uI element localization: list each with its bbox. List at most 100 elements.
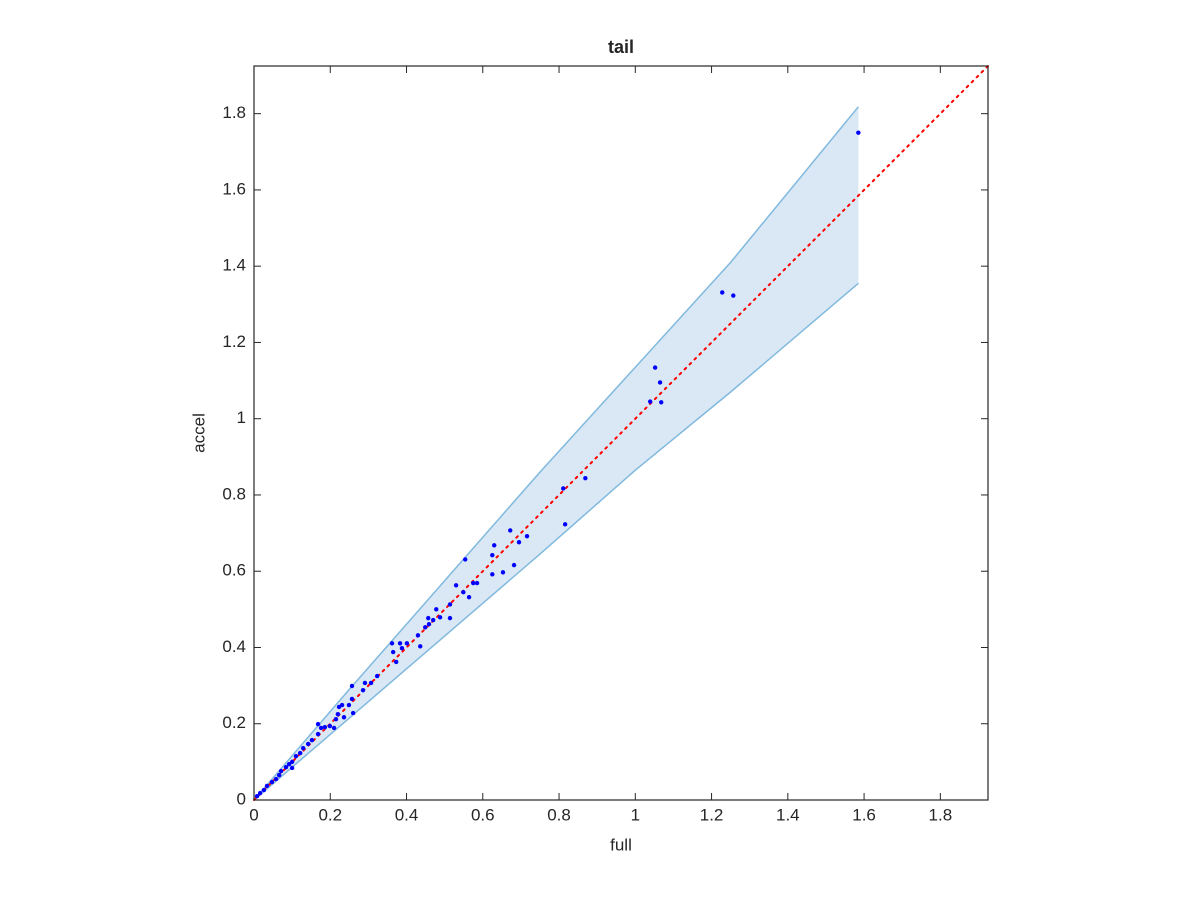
data-point [471,580,476,586]
data-point [434,607,439,612]
axes-box [253,65,989,801]
data-point [273,776,279,782]
data-point [461,589,466,595]
data-point [346,702,352,708]
data-point [390,649,396,655]
data-point [278,768,284,774]
data-point [300,745,306,751]
y-axis-label: accel [189,413,208,453]
data-point [447,602,453,607]
y-tick-label: 1.6 [222,179,246,198]
reference-line [253,65,989,801]
data-point [731,293,736,298]
data-point [415,633,421,638]
data-point [315,731,321,737]
x-tick-label: 1.4 [776,805,800,824]
x-tick-label: 1.2 [700,805,724,824]
data-point [333,716,339,722]
x-tick-label: 1.8 [929,805,953,824]
data-point [293,753,299,759]
data-point [418,644,423,649]
data-point [404,641,410,646]
data-point [583,475,588,481]
data-point [562,522,568,527]
data-point [368,680,374,686]
y-tick-label: 1.4 [222,256,246,275]
data-point [318,725,324,731]
data-point [349,696,355,702]
x-tick-label: 0 [249,805,258,824]
y-tick-label: 0.8 [222,484,246,503]
data-point [254,793,260,799]
data-point [511,562,517,568]
data-point [331,725,337,731]
x-tick-label: 0.4 [395,805,419,824]
y-tick-label: 1.2 [222,332,246,351]
data-point [524,533,530,539]
data-point [362,680,368,686]
data-point [453,583,459,588]
data-point [289,765,295,771]
data-point [490,572,495,577]
data-point [257,790,263,796]
data-point [276,773,282,778]
chart-title: tail [608,37,634,57]
data-point [297,750,303,756]
data-point [283,765,289,770]
y-tick-label: 0.4 [222,637,246,656]
data-point [423,625,428,630]
data-point [647,399,653,404]
data-point [856,130,861,135]
data-point [261,787,267,793]
x-tick-label: 0.2 [318,805,342,824]
data-point [508,528,513,533]
data-point [374,673,380,679]
x-tick-label: 0.8 [547,805,571,824]
y-tick-label: 1.8 [222,103,246,122]
data-point [474,580,480,586]
y-tick-label: 0 [237,789,246,808]
data-point [426,622,432,627]
data-point [561,486,566,491]
data-point [659,400,664,405]
data-point [437,615,443,620]
data-point [350,710,356,716]
data-point [720,290,725,295]
data-point [289,759,295,765]
data-point [286,761,292,767]
data-point [341,715,347,720]
data-point [426,615,431,621]
data-point [322,724,328,730]
data-point [315,721,321,727]
data-point [305,741,311,747]
data-point [309,737,315,743]
band-edge [253,106,859,801]
data-point [492,543,497,548]
data-point [447,615,453,621]
band-edge [253,282,859,801]
x-tick-label: 1 [631,805,640,824]
x-tick-label: 1.6 [852,805,876,824]
data-point [397,641,403,646]
data-point [516,540,522,545]
data-point [466,594,472,600]
y-tick-label: 0.2 [222,713,246,732]
data-point [335,712,341,717]
data-point [349,683,355,689]
y-tick-label: 1 [237,408,246,427]
data-point [657,380,663,385]
data-point [389,641,395,646]
data-point [500,570,506,575]
data-point [652,365,658,370]
data-point [336,704,342,710]
data-point [360,687,366,693]
data-point [399,646,405,651]
x-axis-label: full [610,835,632,854]
data-point [264,783,270,789]
data-point [269,779,275,785]
data-point [394,659,399,665]
data-point [463,557,468,562]
y-tick-label: 0.6 [222,561,246,580]
